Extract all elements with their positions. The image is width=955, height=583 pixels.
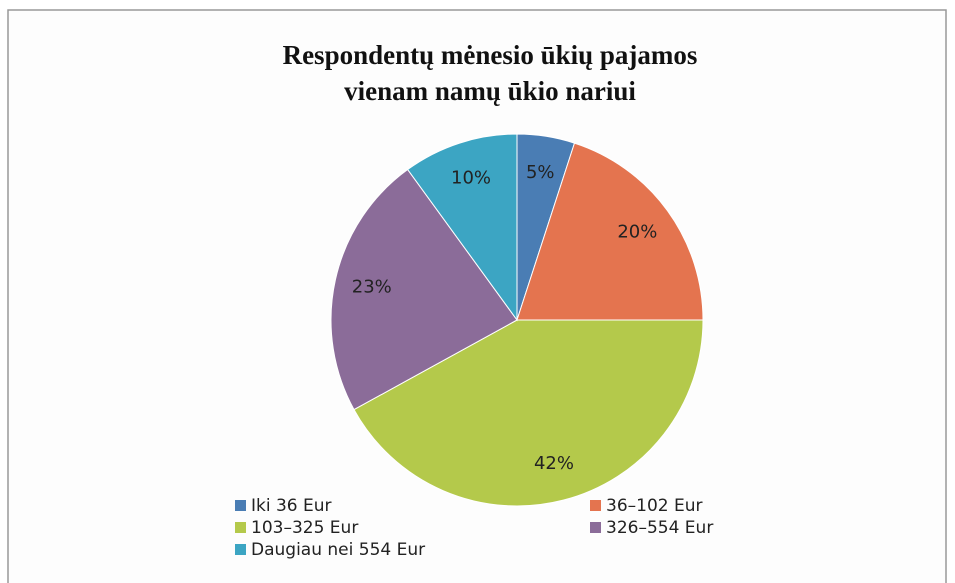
data-label: 10% — [451, 167, 491, 188]
legend-label: 103–325 Eur — [251, 518, 358, 538]
legend-label: 326–554 Eur — [606, 518, 713, 538]
pie-slice — [406, 133, 518, 322]
pie-slice — [353, 319, 704, 507]
data-label: 42% — [534, 453, 574, 474]
chart-title: vienam namų ūkio nariui — [344, 76, 636, 106]
legend-label: Iki 36 Eur — [251, 496, 332, 516]
legend-swatch — [235, 500, 246, 511]
legend-label: Daugiau nei 554 Eur — [251, 540, 425, 560]
data-label: 23% — [352, 277, 392, 298]
legend-label: 36–102 Eur — [606, 496, 703, 516]
legend-swatch — [590, 500, 601, 511]
legend-swatch — [235, 522, 246, 533]
chart-title: Respondentų mėnesio ūkių pajamos — [283, 40, 698, 70]
data-label: 5% — [526, 162, 555, 183]
pie-slice — [330, 168, 518, 411]
pie-slice — [516, 142, 704, 321]
legend-swatch — [590, 522, 601, 533]
data-label: 20% — [617, 222, 657, 243]
legend-swatch — [235, 544, 246, 555]
